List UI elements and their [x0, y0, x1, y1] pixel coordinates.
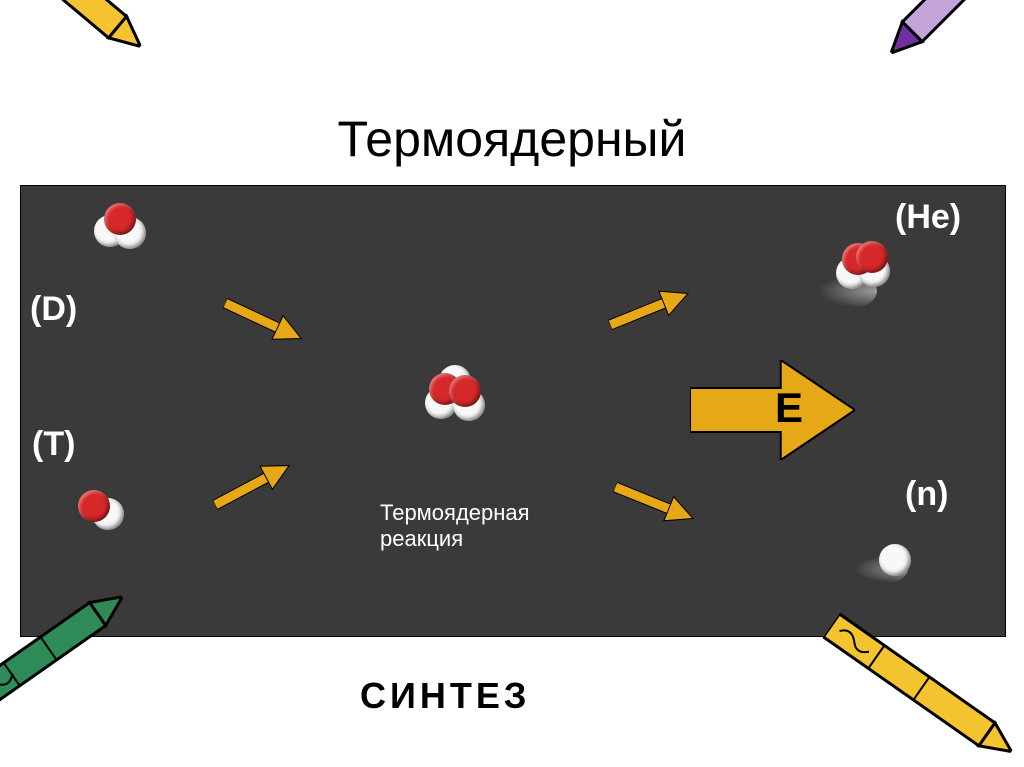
- crayon-icon: [875, 0, 1024, 66]
- energy-label: E: [775, 384, 803, 431]
- caption-line1: Термоядерная: [380, 500, 530, 526]
- label-n: (n): [905, 475, 948, 514]
- bottom-label: СИНТЕЗ: [360, 675, 530, 717]
- neutron-nucleon: [879, 544, 911, 576]
- proton-nucleon: [104, 203, 136, 235]
- label-T: (T): [32, 425, 75, 464]
- proton-nucleon: [449, 375, 481, 407]
- label-He: (He): [895, 198, 961, 237]
- crayon-icon: [0, 0, 152, 64]
- reaction-caption: Термоядернаяреакция: [380, 500, 530, 552]
- caption-line2: реакция: [380, 526, 530, 552]
- label-D: (D): [30, 290, 77, 329]
- page-title: Термоядерный: [0, 110, 1024, 168]
- proton-nucleon: [78, 490, 110, 522]
- energy-arrow: E: [690, 360, 855, 465]
- proton-nucleon: [856, 241, 888, 273]
